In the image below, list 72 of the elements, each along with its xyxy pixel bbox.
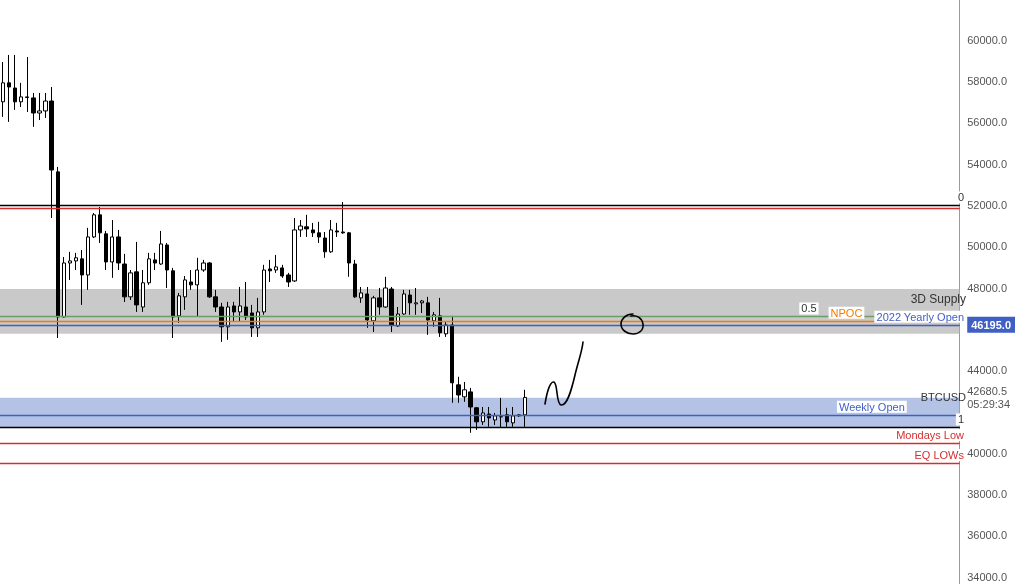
- annotation: BTCUSD: [920, 391, 967, 404]
- candlestick: [493, 412, 497, 426]
- candlestick: [19, 82, 23, 108]
- candlestick: [92, 212, 96, 239]
- candlestick: [171, 267, 175, 339]
- candlestick: [408, 289, 412, 316]
- candlestick: [104, 230, 108, 271]
- annotation: 1: [957, 413, 964, 426]
- ref-line-label: 2022 Yearly Open: [876, 310, 964, 323]
- candlestick: [365, 286, 369, 329]
- y-tick-label: 42680.5 05:29:34: [967, 384, 1011, 410]
- y-tick-label: 48000.0: [967, 281, 1007, 294]
- candlestick: [335, 222, 339, 238]
- candlestick: [141, 269, 145, 313]
- y-tick-label: 52000.0: [967, 198, 1007, 211]
- candlestick: [450, 315, 454, 404]
- candlestick: [62, 256, 66, 319]
- y-tick-label: 56000.0: [967, 116, 1007, 129]
- candlestick: [80, 249, 84, 306]
- y-tick-label: 40000.0: [967, 446, 1007, 459]
- candlestick: [317, 221, 321, 244]
- candlestick: [177, 292, 181, 324]
- candlestick: [280, 264, 284, 279]
- y-tick-label: 60000.0: [967, 33, 1007, 46]
- candlestick: [268, 259, 272, 283]
- y-tick-label: 50000.0: [967, 240, 1007, 253]
- y-tick-label: 36000.0: [967, 529, 1007, 542]
- y-tick-label: 46195.0: [971, 319, 1011, 332]
- candlestick: [183, 275, 187, 311]
- candlestick: [86, 227, 90, 291]
- candlestick: [323, 231, 327, 259]
- candlestick: [232, 301, 236, 323]
- candlestick: [347, 231, 351, 278]
- candlestick: [444, 321, 448, 338]
- candlestick: [7, 54, 11, 123]
- candlestick: [1, 61, 5, 118]
- candlestick: [414, 287, 418, 316]
- ref-line-label: NPOC: [830, 306, 863, 319]
- candlestick: [426, 296, 430, 336]
- y-tick-label: 54000.0: [967, 157, 1007, 170]
- candlestick: [25, 56, 29, 113]
- candlestick: [274, 254, 278, 274]
- candlestick: [329, 219, 333, 254]
- annotation: 0.5: [801, 302, 817, 315]
- candlestick: [153, 252, 157, 271]
- ref-line-label: Weekly Open: [838, 400, 905, 413]
- candlestick: [189, 269, 193, 291]
- ref-line-label: Mondays Low: [896, 428, 965, 441]
- band-label: 3D Supply: [910, 292, 966, 306]
- candlestick: [402, 289, 406, 316]
- y-tick-label: 34000.0: [967, 570, 1007, 583]
- ref-line-label: EQ LOWs: [914, 448, 965, 461]
- candlestick: [481, 406, 485, 426]
- candlestick: [311, 222, 315, 238]
- candlestick: [74, 252, 78, 271]
- candlestick: [159, 230, 163, 266]
- y-tick-label: 58000.0: [967, 74, 1007, 87]
- candlestick: [195, 257, 199, 318]
- y-tick-label: 44000.0: [967, 364, 1007, 377]
- candlestick: [68, 251, 72, 281]
- candlestick: [165, 242, 169, 289]
- y-tick-label: 38000.0: [967, 488, 1007, 501]
- candlestick: [244, 281, 248, 321]
- annotation: 0: [957, 191, 964, 204]
- candlestick: [238, 286, 242, 323]
- candlestick: [353, 259, 357, 299]
- candlestick: [110, 219, 114, 279]
- candlestick: [147, 252, 151, 286]
- candlestick: [13, 54, 17, 111]
- candlestick: [420, 299, 424, 314]
- candlestick: [359, 286, 363, 304]
- candlestick: [262, 264, 266, 316]
